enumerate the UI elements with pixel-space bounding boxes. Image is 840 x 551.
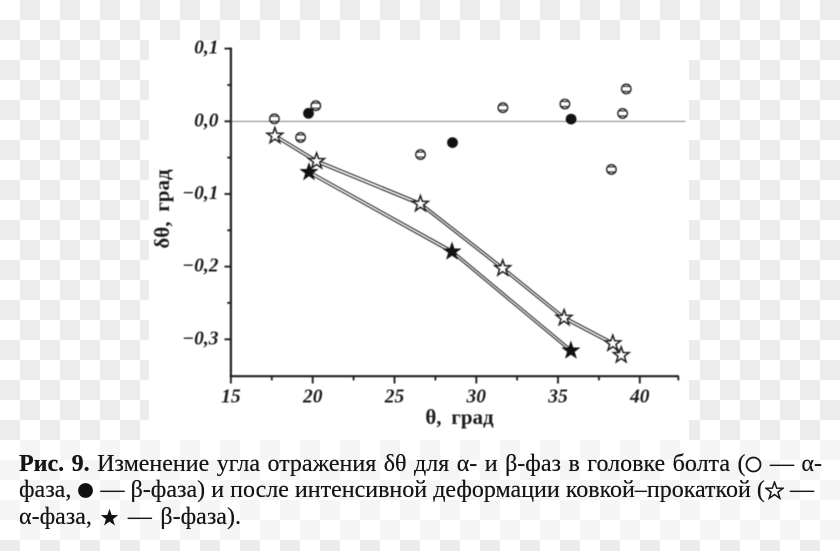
svg-text:40: 40 (629, 387, 650, 408)
svg-text:0,0: 0,0 (194, 110, 219, 131)
svg-text:−0,1: −0,1 (182, 183, 218, 204)
svg-text:−0,2: −0,2 (182, 256, 218, 277)
svg-text:0,1: 0,1 (194, 38, 218, 59)
svg-text:30: 30 (466, 387, 487, 408)
svg-text:20: 20 (302, 387, 323, 408)
svg-text:35: 35 (547, 387, 568, 408)
svg-text:θ, град: θ, град (425, 405, 494, 429)
svg-text:δθ, град: δθ, град (150, 169, 174, 249)
svg-text:−0,3: −0,3 (182, 328, 218, 349)
svg-text:15: 15 (221, 387, 241, 408)
svg-text:25: 25 (384, 387, 405, 408)
